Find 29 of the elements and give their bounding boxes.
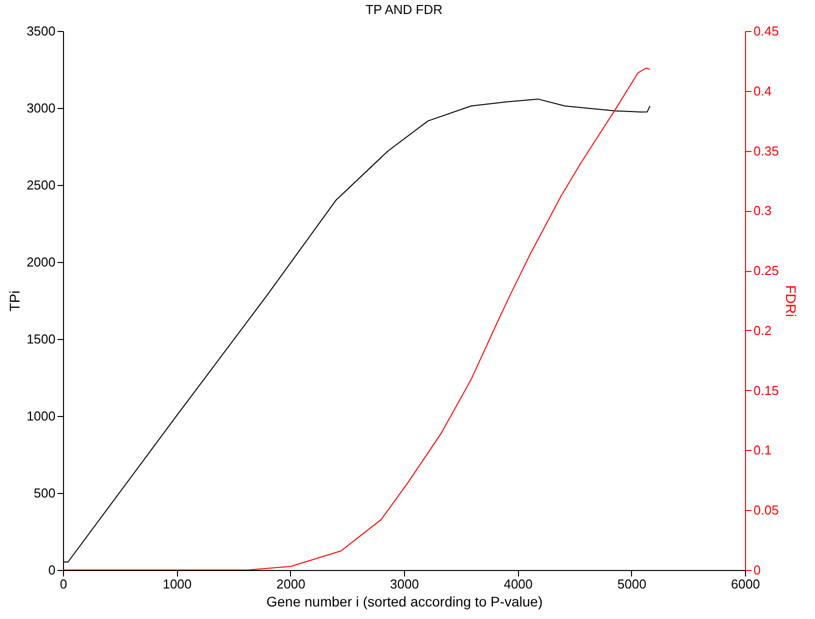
x-tick-label: 1000: [162, 576, 192, 592]
y-tick-label: 3000: [26, 100, 56, 116]
y-tick-label: 1500: [26, 332, 56, 346]
y2-tick-label: 0.1: [754, 442, 772, 458]
y2-tick-label: 0.45: [754, 24, 779, 38]
x-tick-label: 6000: [731, 576, 760, 592]
x-tick-label: 5000: [617, 576, 646, 592]
x-tick-label: 2000: [276, 576, 306, 592]
y-tick-label: 2500: [26, 178, 56, 192]
chart-title: TP AND FDR: [365, 2, 443, 17]
x-tick-label: 0: [60, 576, 68, 592]
y2-tick-label: 0.4: [754, 83, 772, 98]
y2-tick-label: 0: [754, 562, 761, 578]
x-tick-label: 3000: [390, 576, 419, 592]
y-tick-label: 2000: [26, 254, 56, 270]
y-tick-label: 500: [34, 486, 56, 500]
y2-tick-label: 0.15: [754, 382, 779, 398]
x-axis-title: Gene number i (sorted according to P-value): [266, 594, 543, 610]
x-tick-label: 4000: [504, 576, 533, 592]
y-tick-label: 3500: [26, 24, 56, 38]
y2-tick-label: 0.3: [754, 203, 772, 218]
y-tick-label: 0: [48, 562, 56, 578]
y2-tick-label: 0.35: [754, 143, 779, 158]
y2-axis-title: FDRi: [782, 285, 799, 317]
y2-tick-label: 0.05: [754, 502, 779, 518]
y-axis-title: TPi: [6, 290, 23, 312]
y2-tick-label: 0.2: [754, 322, 772, 338]
y2-tick-label: 0.25: [754, 263, 779, 278]
y-tick-label: 1000: [26, 408, 56, 424]
